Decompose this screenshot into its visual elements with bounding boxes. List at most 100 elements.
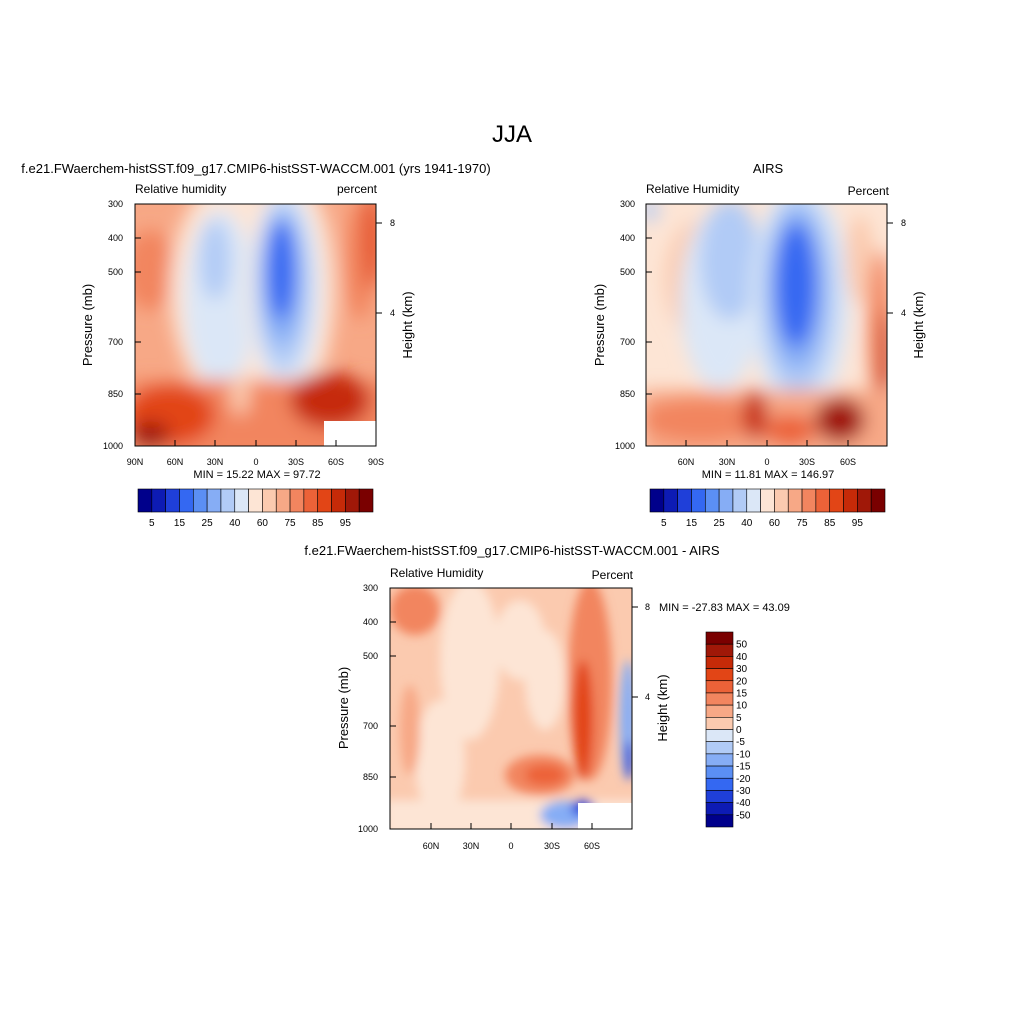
page-title: JJA: [492, 121, 532, 148]
colorbar-label: 0: [736, 725, 742, 736]
colorbar-box: [649, 488, 665, 513]
panel-diff-y2-tick-8: 8: [645, 602, 650, 612]
panel-diff: f.e21.FWaerchem-histSST.f09_g17.CMIP6-hi…: [304, 543, 789, 851]
panel-model-x-tick-60N: 60N: [167, 457, 184, 467]
panel-airs-y-tick-400: 400: [620, 233, 635, 243]
panel-model-title: f.e21.FWaerchem-histSST.f09_g17.CMIP6-hi…: [21, 161, 490, 176]
panel-airs-x-tick-30S: 30S: [799, 457, 815, 467]
panel-airs-y2-axis: 8 4: [887, 218, 906, 318]
colorbar-box: [151, 488, 166, 513]
panel-model-field: [135, 204, 376, 446]
panel-airs-y-tick-850: 850: [620, 389, 635, 399]
colorbar-label: 95: [340, 518, 352, 529]
panel-diff-y2-tick-4: 4: [645, 692, 650, 702]
colorbar-label: 60: [769, 518, 781, 529]
panel-model-right-label: percent: [337, 182, 378, 196]
panel-model-x-tick-30N: 30N: [207, 457, 224, 467]
panel-model-ylabel: Pressure (mb): [80, 284, 95, 366]
panel-model-x-tick-90S: 90S: [368, 457, 384, 467]
colorbar-label: -20: [736, 774, 751, 785]
panel-diff-field: [390, 588, 632, 829]
panel-diff-y2-axis: 8 4: [632, 602, 650, 702]
panel-airs-field: [646, 204, 887, 446]
panel-diff-y-tick-300: 300: [363, 583, 378, 593]
colorbar-box: [801, 488, 817, 513]
colorbar-label: 50: [736, 640, 748, 651]
colorbar-box: [331, 488, 346, 513]
colorbar-box: [787, 488, 803, 513]
colorbar-box: [705, 741, 734, 755]
colorbar-box: [663, 488, 678, 513]
panel-airs-title: AIRS: [753, 161, 784, 176]
colorbar-label: -30: [736, 786, 751, 797]
colorbar-label: -50: [736, 810, 751, 821]
panel-diff-x-tick-30N: 30N: [463, 841, 480, 851]
panel-diff-x-tick-60S: 60S: [584, 841, 600, 851]
colorbar-label: 40: [229, 518, 241, 529]
colorbar-label: 20: [736, 676, 748, 687]
colorbar-box: [705, 704, 734, 718]
panel-airs-y2-tick-4: 4: [901, 308, 906, 318]
panel-model-y-tick-400: 400: [108, 233, 123, 243]
panel-airs-colorbar: 5 15 25 40 60 75 85 95: [649, 488, 886, 529]
panel-diff-y-axis: 300 400 500 700 850 1000: [358, 583, 396, 834]
panel-airs-x-axis: 60N 30N 0 30S 60S: [678, 440, 856, 467]
panel-airs-right-label: Percent: [848, 184, 890, 198]
colorbar-box: [705, 790, 734, 803]
colorbar-box: [691, 488, 706, 513]
panel-model-y2-tick-4: 4: [390, 308, 395, 318]
panel-diff-y-tick-400: 400: [363, 617, 378, 627]
colorbar-box: [843, 488, 858, 513]
colorbar-box: [705, 643, 734, 657]
colorbar-label: -10: [736, 749, 751, 760]
colorbar-box: [732, 488, 748, 513]
colorbar-box: [220, 488, 236, 513]
panel-airs-y2-tick-8: 8: [901, 218, 906, 228]
colorbar-box: [179, 488, 194, 513]
panel-airs-ylabel: Pressure (mb): [592, 284, 607, 366]
panel-diff-x-tick-30S: 30S: [544, 841, 560, 851]
panel-airs-y-axis: 300 400 500 700 850 1000: [615, 199, 652, 451]
panel-diff-y-tick-1000: 1000: [358, 824, 378, 834]
colorbar-label: 15: [686, 518, 698, 529]
colorbar-label: 40: [741, 518, 753, 529]
panel-model-x-tick-30S: 30S: [288, 457, 304, 467]
colorbar-box: [262, 488, 277, 513]
colorbar-label: 85: [824, 518, 836, 529]
colorbar-box: [345, 488, 360, 513]
panel-model-x-tick-60S: 60S: [328, 457, 344, 467]
panel-airs-y2label: Height (km): [911, 291, 926, 358]
colorbar-box: [829, 488, 844, 513]
colorbar-box: [705, 777, 734, 791]
colorbar-box: [137, 488, 153, 513]
colorbar-box: [705, 717, 734, 730]
colorbar-label: 15: [174, 518, 186, 529]
colorbar-box: [705, 729, 734, 742]
colorbar-box: [705, 680, 734, 694]
colorbar-box: [289, 488, 305, 513]
colorbar-box: [815, 488, 831, 513]
panel-model-x-tick-0: 0: [253, 457, 258, 467]
panel-airs-left-label: Relative Humidity: [646, 182, 739, 196]
colorbar-label: 40: [736, 652, 748, 663]
colorbar-label: 5: [736, 713, 742, 724]
colorbar-label: 95: [852, 518, 864, 529]
colorbar-box: [870, 488, 886, 513]
panel-model-y2-tick-8: 8: [390, 218, 395, 228]
colorbar-label: 60: [257, 518, 269, 529]
panel-diff-x-tick-60N: 60N: [423, 841, 440, 851]
panel-model-left-label: Relative humidity: [135, 182, 226, 196]
panel-diff-stats: MIN = -27.83 MAX = 43.09: [659, 602, 790, 614]
panel-airs-y-tick-500: 500: [620, 267, 635, 277]
colorbar-box: [705, 765, 734, 779]
colorbar-label: 25: [714, 518, 726, 529]
panel-airs-y-tick-300: 300: [620, 199, 635, 209]
panel-airs-y-tick-1000: 1000: [615, 441, 635, 451]
panel-model-x-tick-90N: 90N: [127, 457, 144, 467]
colorbar-box: [303, 488, 319, 513]
colorbar-label: -15: [736, 762, 751, 773]
colorbar-box: [705, 802, 734, 816]
panel-airs: AIRS Relative Humidity Percent: [592, 161, 926, 529]
panel-diff-y-tick-500: 500: [363, 651, 378, 661]
panel-model-y-tick-500: 500: [108, 267, 123, 277]
